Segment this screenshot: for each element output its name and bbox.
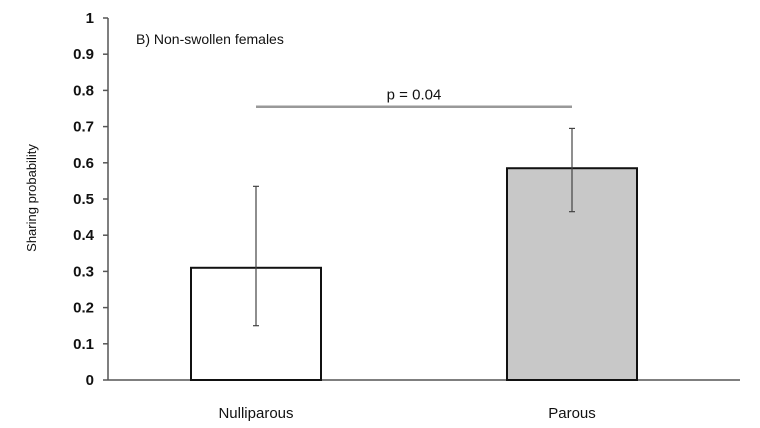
y-axis: 0 0.1 0.2 0.3 0.4 0.5 0.6 0.7 0.8 0.9 1 — [73, 10, 109, 389]
y-tick-label: 0.6 — [73, 155, 94, 172]
y-tick-label: 0.7 — [73, 119, 94, 136]
p-value-label: p = 0.04 — [387, 87, 442, 104]
y-tick-label: 0 — [86, 372, 94, 389]
y-tick-label: 0.5 — [73, 191, 94, 208]
y-tick-label: 0.1 — [73, 336, 94, 353]
x-tick-label: Parous — [548, 405, 596, 422]
x-tick-label: Nulliparous — [218, 405, 293, 422]
y-axis-title: Sharing probability — [24, 144, 39, 252]
error-bars — [253, 127, 575, 327]
y-tick-label: 1 — [86, 10, 94, 27]
y-tick-label: 0.4 — [73, 227, 95, 244]
significance-annotation: p = 0.04 — [256, 87, 572, 108]
chart-title: B) Non-swollen females — [136, 31, 284, 47]
y-tick-label: 0.8 — [73, 82, 94, 99]
x-axis: Nulliparous Parous — [108, 379, 740, 422]
y-tick-label: 0.3 — [73, 263, 94, 280]
bars — [190, 167, 638, 381]
y-tick-label: 0.2 — [73, 300, 94, 317]
y-tick-label: 0.9 — [73, 46, 94, 63]
